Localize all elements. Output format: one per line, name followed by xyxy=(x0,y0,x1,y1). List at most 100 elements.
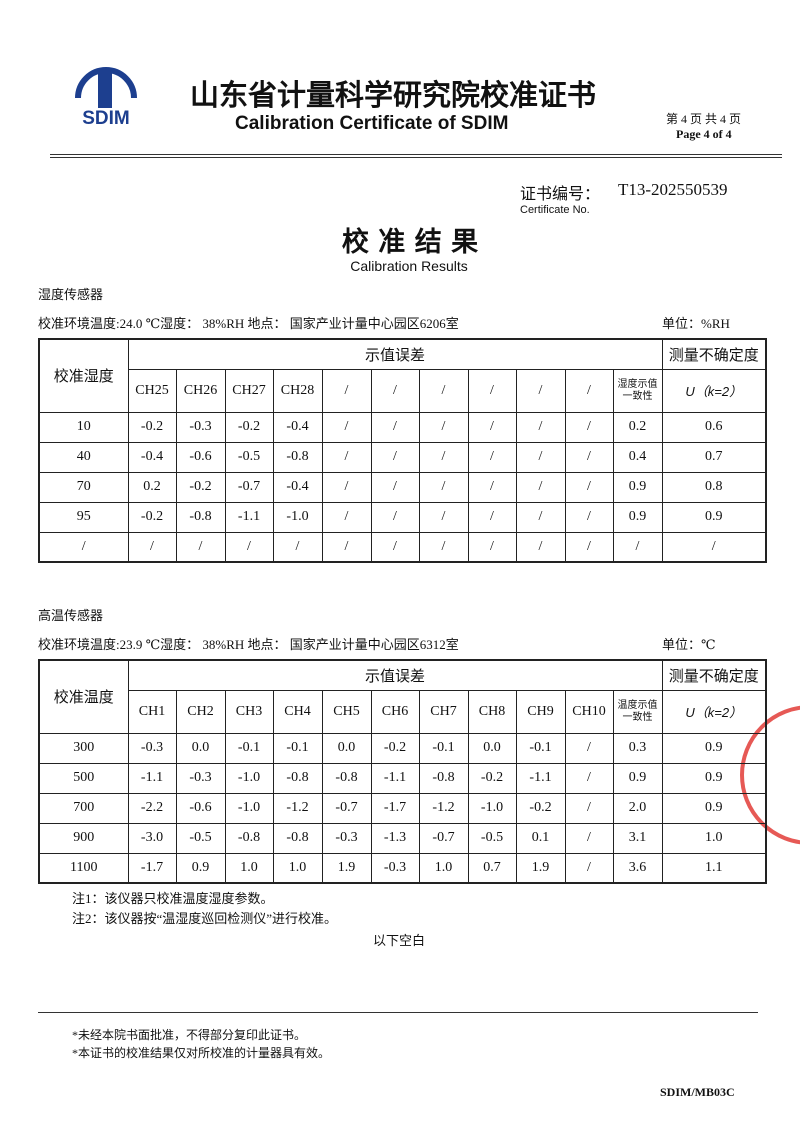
data-row: 95 -0.2 -0.8 -1.1 -1.0// / / //0.9 0.9 xyxy=(38,501,767,533)
cell: / xyxy=(370,411,420,443)
cell: / xyxy=(418,411,469,443)
footer-line: *本证书的校准结果仅对所校准的计量器具有效。 xyxy=(72,1046,331,1060)
environment: 校准环境温度:23.9 ℃湿度： 38%RH 地点： 国家产业计量中心园区631… xyxy=(38,637,459,652)
cell: -0.8 xyxy=(321,762,372,794)
cell: 0.8 xyxy=(661,471,767,503)
cell: / xyxy=(515,531,566,563)
cell: 70 xyxy=(38,471,129,503)
cell: -3.0 xyxy=(127,822,177,854)
cell: / xyxy=(418,501,469,533)
cell: -1.1 xyxy=(127,762,177,794)
environment: 校准环境温度:24.0 ℃湿度： 38%RH 地点： 国家产业计量中心园区620… xyxy=(38,316,459,331)
channel-header: CH3 xyxy=(224,689,274,734)
footer-rule xyxy=(38,1012,758,1013)
cell: -0.3 xyxy=(175,762,226,794)
cell: -0.7 xyxy=(418,822,469,854)
cell: -0.8 xyxy=(224,822,274,854)
title-cn: 山东省计量科学研究院校准证书 xyxy=(190,78,597,112)
channel-header: CH25 xyxy=(127,368,177,413)
channel-header: / xyxy=(564,368,614,413)
header-cell: 校准湿度 xyxy=(38,338,129,413)
header-cell: U（k=2） xyxy=(661,689,767,734)
channel-header: / xyxy=(418,368,469,413)
cell: -0.5 xyxy=(467,822,517,854)
data-table: 校准湿度 示值误差 测量不确定度 CH25 CH26 CH27 CH28// / / / / 湿度示值… xyxy=(38,338,767,563)
cell: 0.2 xyxy=(612,411,663,443)
cell: 0.2 xyxy=(127,471,177,503)
cell: / xyxy=(418,471,469,503)
cell: -1.2 xyxy=(418,792,469,824)
cell: 0.7 xyxy=(661,441,767,473)
section-name: 湿度传感器 xyxy=(38,287,104,302)
cell: -1.7 xyxy=(370,792,420,824)
cell: 10 xyxy=(38,411,129,443)
cell: 1.1 xyxy=(661,852,767,884)
cell: / xyxy=(38,531,129,563)
header-cell: 测量不确定度 xyxy=(661,338,767,370)
cell: / xyxy=(564,531,614,563)
note: 注2：该仪器按“温湿度巡回检测仪”进行校准。 xyxy=(72,911,338,926)
cell: 300 xyxy=(38,732,129,764)
channel-header: CH28 xyxy=(272,368,323,413)
cell: / xyxy=(564,411,614,443)
cell: -0.6 xyxy=(175,441,226,473)
cell: 0.9 xyxy=(612,471,663,503)
cell: / xyxy=(564,501,614,533)
cell: 1.9 xyxy=(321,852,372,884)
cell: / xyxy=(370,501,420,533)
cell: 0.9 xyxy=(661,792,767,824)
cell: -0.8 xyxy=(272,822,323,854)
cell: 0.9 xyxy=(661,762,767,794)
header-cell: 示值误差 xyxy=(127,659,663,691)
cell: 0.9 xyxy=(175,852,226,884)
cell: / xyxy=(321,411,372,443)
header-cell: U（k=2） xyxy=(661,368,767,413)
cell: 1100 xyxy=(38,852,129,884)
channel-header: CH7 xyxy=(418,689,469,734)
footer-code: SDIM/MB03C xyxy=(660,1085,735,1099)
cell: 0.0 xyxy=(321,732,372,764)
cell: / xyxy=(418,531,469,563)
header-row: 校准湿度 示值误差 测量不确定度 xyxy=(38,338,767,413)
cell: / xyxy=(418,441,469,473)
channel-header: / xyxy=(515,368,566,413)
cell: -1.1 xyxy=(370,762,420,794)
unit: 单位：℃ xyxy=(662,637,716,652)
cell: -0.3 xyxy=(321,822,372,854)
cell: / xyxy=(321,441,372,473)
cell: / xyxy=(564,792,614,824)
data-row: 500 -1.1 -0.3 -1.0 -0.8 -0.8 -1.1 -0.8 -0.2 -1.1/… xyxy=(38,762,767,794)
data-row: 10 -0.2 -0.3 -0.2 -0.4// / / //0.2 0.6 xyxy=(38,411,767,443)
title-en: Calibration Certificate of SDIM xyxy=(235,113,509,134)
page-en: Page 4 of 4 xyxy=(676,127,732,141)
cell: -0.3 xyxy=(175,411,226,443)
cell: -0.2 xyxy=(515,792,566,824)
channel-header: CH6 xyxy=(370,689,420,734)
cell: -0.4 xyxy=(127,441,177,473)
cell: -0.8 xyxy=(418,762,469,794)
cell: -0.7 xyxy=(224,471,274,503)
cell: -0.3 xyxy=(127,732,177,764)
header-cell: 湿度示值一致性 xyxy=(612,368,663,413)
cell: -0.1 xyxy=(418,732,469,764)
cell: / xyxy=(467,411,517,443)
cell: 0.9 xyxy=(661,501,767,533)
cell: 1.0 xyxy=(418,852,469,884)
cell: 0.0 xyxy=(467,732,517,764)
cell: -1.0 xyxy=(224,762,274,794)
results-title: 校 准 结 果 xyxy=(341,227,479,258)
header-cell: 示值误差 xyxy=(127,338,663,370)
cell: / xyxy=(467,441,517,473)
channel-header: / xyxy=(370,368,420,413)
data-row: 70 0.2 -0.2 -0.7 -0.4// / / //0.9 0.8 xyxy=(38,471,767,503)
cell: / xyxy=(321,531,372,563)
cell: 1.0 xyxy=(272,852,323,884)
section-name: 高温传感器 xyxy=(38,608,104,623)
header-row: 校准温度 示值误差 测量不确定度 xyxy=(38,659,767,734)
header-cell: 温度示值一致性 xyxy=(612,689,663,734)
cert-number: T13-202550539 xyxy=(618,180,728,199)
channel-header: / xyxy=(467,368,517,413)
cell: / xyxy=(564,822,614,854)
cell: / xyxy=(272,531,323,563)
